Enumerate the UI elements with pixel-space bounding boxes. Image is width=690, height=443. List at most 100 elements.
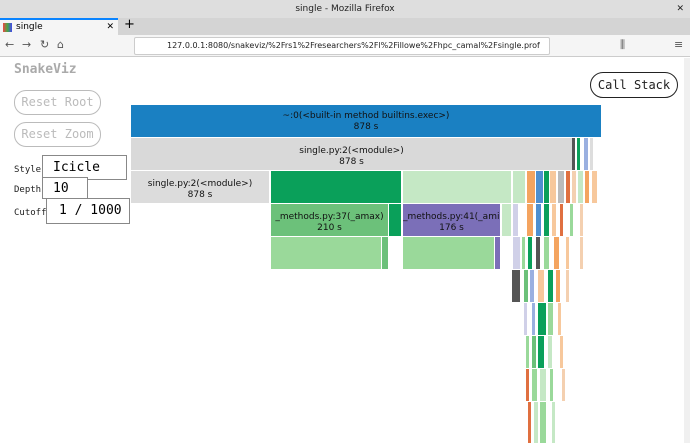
icicle-block[interactable]: ~:0(<built-in method builtins.exec>) 878 … <box>131 105 601 137</box>
address-bar[interactable]: 127.0.0.1:8080/snakeviz/%2Frs1%2Fresearc… <box>134 37 550 55</box>
icicle-block[interactable] <box>570 204 573 236</box>
icicle-block[interactable] <box>544 237 549 269</box>
icicle-block[interactable] <box>552 402 555 443</box>
icicle-block[interactable] <box>580 204 583 236</box>
icicle-block[interactable] <box>548 303 553 335</box>
icicle-block[interactable] <box>566 237 569 269</box>
icicle-block[interactable] <box>580 237 583 269</box>
icicle-block[interactable] <box>544 171 549 203</box>
icicle-block[interactable] <box>536 171 543 203</box>
icicle-block[interactable] <box>538 270 544 302</box>
icicle-block[interactable] <box>560 204 563 236</box>
icicle-block[interactable] <box>389 204 401 236</box>
icicle-block[interactable]: _methods.py:37(_amax) 210 s <box>271 204 388 236</box>
app-title: SnakeViz <box>14 62 77 77</box>
block-label: single.py:2(<module>) <box>147 179 253 189</box>
block-time: 878 s <box>339 157 364 167</box>
icicle-block[interactable] <box>530 270 534 302</box>
icicle-block[interactable] <box>513 237 520 269</box>
icicle-block[interactable] <box>592 171 597 203</box>
icicle-block[interactable] <box>544 204 549 236</box>
icicle-block[interactable] <box>534 402 538 443</box>
icicle-block[interactable] <box>536 237 540 269</box>
cutoff-select[interactable]: 1 / 1000 <box>46 198 130 224</box>
icicle-block[interactable] <box>532 303 535 335</box>
icicle-block[interactable] <box>578 171 583 203</box>
icicle-block[interactable] <box>562 369 565 401</box>
block-label: _methods.py:37(_amax) <box>275 212 384 222</box>
scrollbar <box>684 58 690 443</box>
icicle-block[interactable] <box>382 237 388 269</box>
call-stack-button[interactable]: Call Stack <box>590 72 678 98</box>
block-time: 210 s <box>317 223 342 233</box>
icicle-block[interactable] <box>502 204 511 236</box>
icicle-block[interactable] <box>522 237 525 269</box>
icicle-block[interactable] <box>526 336 529 368</box>
icicle-block[interactable] <box>536 204 541 236</box>
icicle-block[interactable] <box>528 237 532 269</box>
icicle-block[interactable] <box>495 237 500 269</box>
icicle-block[interactable] <box>540 369 546 401</box>
icicle-block[interactable] <box>528 402 531 443</box>
icicle-block[interactable] <box>572 138 575 170</box>
icicle-block[interactable] <box>524 303 527 335</box>
icicle-block[interactable] <box>538 336 544 368</box>
icicle-block[interactable] <box>590 138 593 170</box>
forward[interactable]: → <box>22 38 32 51</box>
icicle-block[interactable] <box>566 270 569 302</box>
close-button[interactable]: ✕ <box>676 4 684 14</box>
icicle-block[interactable]: _methods.py:41(_amin) 176 s <box>403 204 500 236</box>
home[interactable]: ⌂ <box>57 38 64 51</box>
icicle-block[interactable] <box>513 171 525 203</box>
icicle-block[interactable] <box>403 237 494 269</box>
icicle-block[interactable]: single.py:2(<module>) 878 s <box>131 171 269 203</box>
style-label: Style: <box>14 165 47 175</box>
icicle-block[interactable] <box>512 270 520 302</box>
icicle-block[interactable] <box>271 171 401 203</box>
new-tab[interactable]: + <box>124 17 135 32</box>
icicle-block[interactable] <box>527 171 535 203</box>
icicle-block[interactable] <box>403 171 511 203</box>
cutoff-label: Cutoff: <box>14 208 52 218</box>
menu[interactable]: ≡ <box>674 38 684 51</box>
icicle-block[interactable] <box>540 402 546 443</box>
icicle-block[interactable] <box>550 171 556 203</box>
back[interactable]: ← <box>5 38 15 51</box>
library[interactable]: ⫼ <box>620 38 626 51</box>
icicle-block[interactable] <box>577 138 580 170</box>
icicle-block[interactable] <box>556 270 560 302</box>
reset-zoom[interactable]: Reset Zoom <box>14 122 101 147</box>
icicle-block[interactable] <box>526 369 529 401</box>
icicle-block[interactable] <box>550 369 553 401</box>
icicle-block[interactable] <box>538 303 546 335</box>
icicle-block[interactable] <box>548 336 552 368</box>
icicle-block[interactable] <box>554 237 559 269</box>
icicle-block[interactable] <box>558 303 561 335</box>
icicle-block[interactable]: single.py:2(<module>) 878 s <box>131 138 572 170</box>
style-select[interactable]: Icicle <box>42 155 127 180</box>
icicle-block[interactable] <box>558 171 564 203</box>
icicle-block[interactable] <box>527 204 533 236</box>
tab-close[interactable]: ✕ <box>106 22 114 32</box>
icicle-block[interactable] <box>585 171 589 203</box>
block-time: 878 s <box>187 190 213 200</box>
icicle-block[interactable] <box>271 237 381 269</box>
icicle-block[interactable] <box>513 204 518 236</box>
icicle-block[interactable] <box>532 336 536 368</box>
icicle-block[interactable] <box>566 171 570 203</box>
block-time: 176 s <box>439 223 464 233</box>
icicle-block[interactable] <box>560 336 563 368</box>
icicle-block[interactable] <box>524 270 528 302</box>
icicle-block[interactable] <box>552 204 556 236</box>
block-time: 878 s <box>353 122 379 132</box>
depth-select[interactable]: 10 <box>42 177 88 199</box>
tab[interactable]: single ✕ <box>0 18 118 35</box>
icicle-block[interactable] <box>532 369 537 401</box>
icicle-block[interactable] <box>572 171 576 203</box>
block-label: _methods.py:41(_amin) <box>403 212 500 222</box>
icicle-block[interactable] <box>584 138 588 170</box>
reset-root[interactable]: Reset Root <box>14 90 101 115</box>
reload[interactable]: ↻ <box>40 38 50 51</box>
icicle-block[interactable] <box>548 270 553 302</box>
